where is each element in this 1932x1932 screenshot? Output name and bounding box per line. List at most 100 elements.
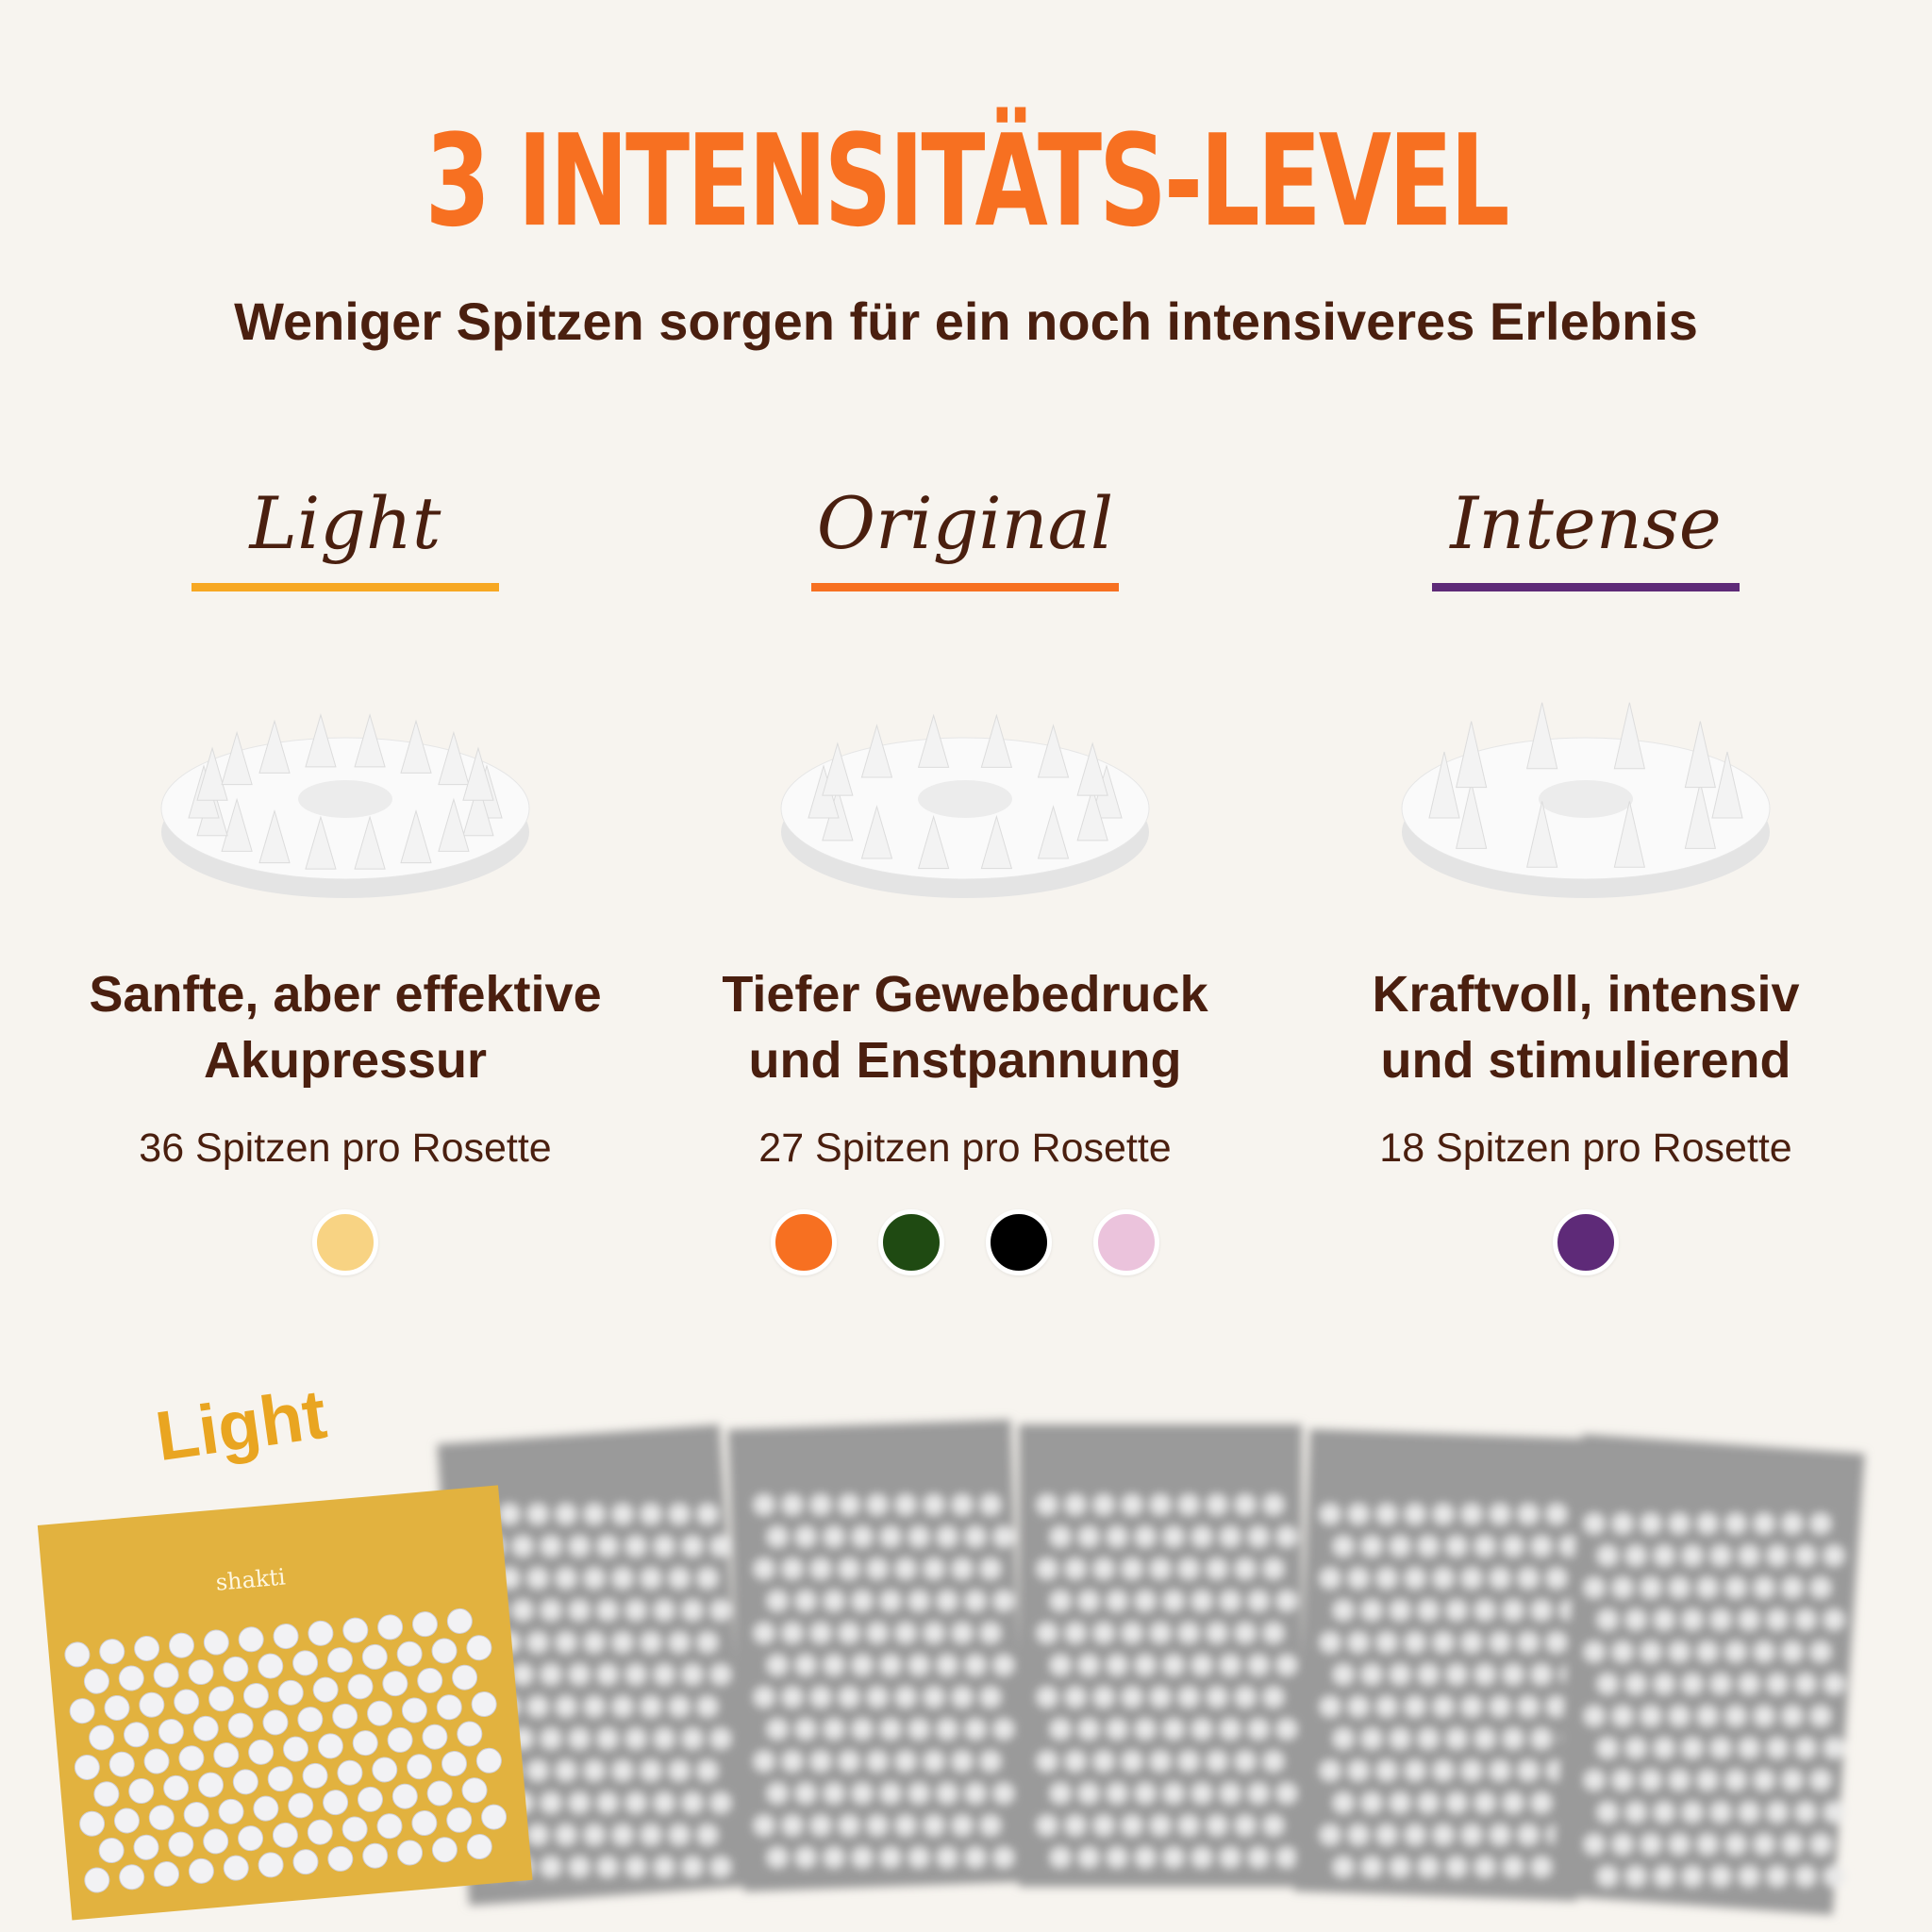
gray-mat-rosette xyxy=(1461,1824,1482,1845)
gray-mat-rosette xyxy=(625,1536,646,1557)
gray-mat-rosette xyxy=(1276,1591,1297,1611)
gray-mat-rosette xyxy=(1669,1577,1690,1598)
color-swatch[interactable] xyxy=(878,1209,944,1275)
gray-mat-rosette xyxy=(641,1696,661,1717)
gray-mat-rosette xyxy=(867,1623,888,1643)
gray-mat-rosette xyxy=(1682,1609,1703,1630)
gray-mat-rosette xyxy=(1078,1655,1099,1675)
subtitle: Weniger Spitzen sorgen für ein noch inte… xyxy=(234,291,1698,351)
gray-mat-rosette xyxy=(824,1783,844,1804)
gray-mat-rosette xyxy=(1276,1655,1297,1675)
gray-mat-rosette xyxy=(1810,1577,1831,1598)
mat-rosette xyxy=(401,1697,427,1724)
gray-mat-rosette xyxy=(697,1760,718,1781)
mat-rosette xyxy=(118,1665,144,1691)
gray-mat-rosette xyxy=(1490,1760,1510,1781)
gray-mat-rosette xyxy=(654,1792,675,1813)
gray-mat-rosette xyxy=(541,1664,561,1685)
gray-mat-rosette xyxy=(1767,1802,1788,1823)
mat-rosette xyxy=(178,1745,205,1772)
gray-mat-rosette xyxy=(852,1719,873,1740)
mat-rosette xyxy=(253,1795,279,1822)
gray-mat-rosette xyxy=(1531,1664,1552,1685)
gray-mat-rosette xyxy=(612,1568,633,1589)
gray-mat-rosette xyxy=(1220,1783,1241,1804)
color-swatch[interactable] xyxy=(1553,1209,1619,1275)
gray-mat-rosette xyxy=(1078,1783,1099,1804)
mat-rosette xyxy=(69,1698,95,1724)
gray-mat-rosette xyxy=(908,1783,929,1804)
mat-rosette xyxy=(89,1724,115,1751)
gray-mat-rosette xyxy=(1263,1815,1284,1836)
gray-mat-rosette xyxy=(1433,1504,1454,1524)
gray-mat-rosette xyxy=(1276,1847,1297,1868)
gray-mat-rosette xyxy=(1405,1504,1425,1524)
spike xyxy=(221,730,253,786)
gray-mat-rosette xyxy=(795,1783,816,1804)
color-swatch[interactable] xyxy=(1093,1209,1159,1275)
gray-mat-rosette xyxy=(1597,1866,1618,1887)
color-swatch[interactable] xyxy=(312,1209,378,1275)
level-card-light: Light Sanfte, aber effektive Akupressur 3… xyxy=(43,472,647,1275)
gray-mat-rosette xyxy=(1333,1728,1354,1749)
gray-mat-rosette xyxy=(924,1751,944,1772)
color-swatch[interactable] xyxy=(771,1209,837,1275)
gray-mat-rosette xyxy=(1824,1866,1844,1887)
gray-mat-rosette xyxy=(1191,1719,1212,1740)
gray-mat-rosette xyxy=(1697,1513,1718,1534)
gray-mat-rosette xyxy=(839,1687,859,1707)
gray-mat-rosette xyxy=(1612,1513,1633,1534)
gray-mat-rosette xyxy=(1782,1577,1803,1598)
gray-mat-rosette xyxy=(1682,1866,1703,1887)
spike xyxy=(400,808,432,864)
mat-rosette xyxy=(188,1857,214,1884)
gray-mat-rosette xyxy=(1418,1536,1439,1557)
gray-mat-rosette xyxy=(1433,1760,1454,1781)
gray-mat-rosette xyxy=(1178,1558,1199,1579)
gray-mat-rosette xyxy=(625,1857,646,1877)
mat-rosette xyxy=(382,1671,408,1697)
level-card-original: Original Tiefer Gewebedruck und Enstpannu… xyxy=(663,472,1267,1275)
gray-mat-rosette xyxy=(1697,1641,1718,1662)
gray-mat-rosette xyxy=(527,1504,548,1524)
gray-mat-rosette xyxy=(669,1696,690,1717)
color-swatch[interactable] xyxy=(986,1209,1052,1275)
gray-mat-rosette xyxy=(1710,1609,1731,1630)
mat-rosette xyxy=(273,1624,299,1650)
gray-mat-rosette xyxy=(541,1600,561,1621)
level-name: Light xyxy=(249,481,441,565)
mat-rosette xyxy=(332,1703,358,1729)
gray-mat-rosette xyxy=(1782,1834,1803,1855)
gray-mat-rosette xyxy=(1248,1526,1269,1547)
mat-rosette xyxy=(352,1730,378,1757)
gray-mat-rosette xyxy=(1531,1857,1552,1877)
gray-mat-rosette xyxy=(710,1792,731,1813)
gray-mat-rosette xyxy=(1641,1641,1661,1662)
gray-mat-rosette xyxy=(1220,1526,1241,1547)
gray-mat-rosette xyxy=(1122,1558,1142,1579)
gray-mat-rosette xyxy=(527,1568,548,1589)
spike xyxy=(1526,702,1558,770)
mat-rosette xyxy=(376,1813,403,1840)
gray-mat-rosette xyxy=(1739,1674,1759,1694)
gray-mat-rosette xyxy=(1446,1728,1467,1749)
spike xyxy=(917,814,950,870)
mat-rosette xyxy=(411,1810,438,1837)
mat-rosette xyxy=(104,1694,130,1721)
gray-mat-rosette xyxy=(1782,1513,1803,1534)
gray-mat-rosette xyxy=(1390,1536,1410,1557)
gray-mat-rosette xyxy=(1135,1719,1156,1740)
gray-mat-rosette xyxy=(1669,1641,1690,1662)
gray-mat-rosette xyxy=(1625,1738,1646,1758)
gray-mat-rosette xyxy=(682,1792,703,1813)
gray-mat-rosette xyxy=(1461,1504,1482,1524)
gray-mat-rosette xyxy=(669,1760,690,1781)
gray-mat-rosette xyxy=(895,1815,916,1836)
gray-mat-rosette xyxy=(1795,1674,1816,1694)
gray-mat-rosette xyxy=(597,1792,618,1813)
level-name: Intense xyxy=(1450,481,1722,565)
mat-rosette xyxy=(154,1861,180,1888)
gray-mat-rosette xyxy=(1725,1577,1746,1598)
mat-rosette xyxy=(139,1691,165,1718)
brand-logo: shakti xyxy=(215,1563,287,1595)
